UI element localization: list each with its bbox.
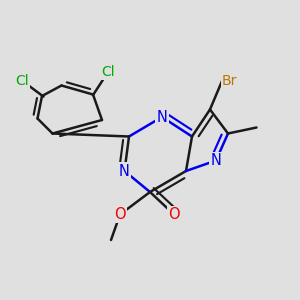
Text: Cl: Cl xyxy=(101,65,115,79)
Text: O: O xyxy=(114,207,126,222)
Text: Br: Br xyxy=(222,74,237,88)
Text: O: O xyxy=(168,207,180,222)
Text: N: N xyxy=(211,153,221,168)
Text: N: N xyxy=(157,110,167,124)
Text: N: N xyxy=(119,164,130,178)
Text: Cl: Cl xyxy=(16,74,29,88)
